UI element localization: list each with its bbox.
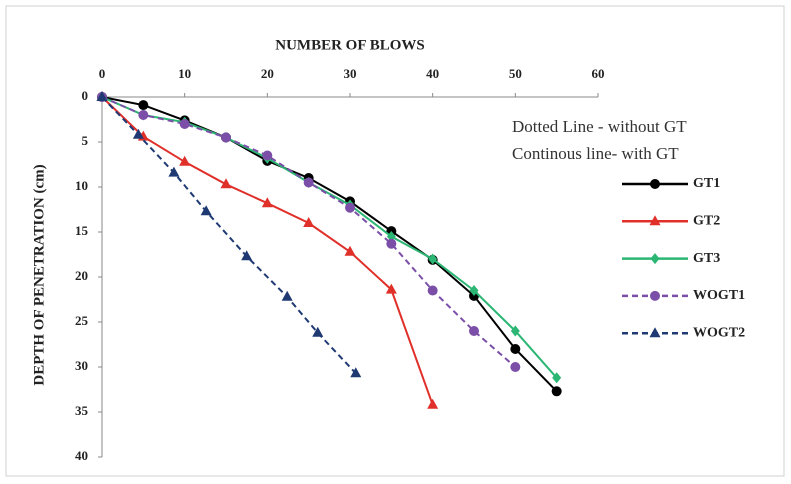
- data-point: [281, 290, 293, 301]
- data-point: [132, 128, 144, 139]
- x-tick-label: 40: [426, 66, 439, 81]
- series-line: [101, 96, 357, 374]
- data-point: [350, 367, 362, 378]
- y-tick-label: 35: [75, 403, 89, 418]
- data-point: [386, 238, 397, 249]
- annotation: Dotted Line - without GT: [512, 117, 687, 136]
- y-tick-label: 20: [75, 268, 88, 283]
- data-point: [312, 326, 324, 337]
- y-tick-label: 0: [82, 88, 89, 103]
- y-tick-label: 30: [75, 358, 88, 373]
- data-point: [428, 253, 438, 265]
- y-tick-label: 5: [82, 133, 89, 148]
- data-point: [510, 362, 521, 372]
- legend-marker: [649, 215, 661, 226]
- data-point: [345, 202, 355, 213]
- data-point: [303, 217, 315, 227]
- x-tick-label: 60: [592, 66, 605, 81]
- data-point: [138, 100, 149, 111]
- data-point: [179, 155, 191, 166]
- data-point: [241, 250, 253, 261]
- data-point: [552, 372, 562, 384]
- data-point: [510, 325, 520, 337]
- series-line: [101, 96, 558, 392]
- legend-marker: [650, 179, 660, 189]
- data-point: [262, 150, 273, 161]
- x-axis-title: NUMBER OF BLOWS: [275, 37, 424, 53]
- legend-label: WOGT2: [693, 325, 745, 340]
- data-point: [344, 245, 356, 256]
- data-point: [138, 110, 149, 120]
- data-point: [200, 205, 212, 216]
- y-tick-label: 10: [75, 178, 88, 193]
- y-tick-label: 25: [75, 313, 89, 328]
- data-point: [220, 178, 232, 189]
- legend-marker: [649, 327, 661, 338]
- legend-label: GT3: [693, 251, 720, 266]
- legend-marker: [650, 253, 660, 265]
- data-point: [469, 326, 479, 336]
- x-tick-label: 50: [509, 66, 522, 81]
- series-line: [101, 96, 558, 379]
- legend-label: GT1: [693, 176, 720, 191]
- data-point: [96, 91, 108, 101]
- data-point: [551, 386, 562, 397]
- data-point: [303, 177, 314, 188]
- y-axis-title: DEPTH OF PENETRATION (cm): [31, 164, 47, 385]
- data-point: [510, 344, 521, 354]
- data-point: [427, 285, 438, 296]
- legend-marker: [650, 290, 660, 301]
- data-point: [385, 283, 397, 294]
- y-tick-label: 15: [75, 223, 89, 238]
- legend-label: WOGT1: [693, 288, 745, 303]
- data-point: [469, 285, 479, 296]
- legend-label: GT2: [693, 214, 720, 229]
- x-tick-label: 10: [178, 66, 191, 81]
- data-point: [179, 119, 190, 129]
- y-tick-label: 40: [75, 448, 88, 463]
- x-tick-label: 0: [99, 66, 106, 81]
- x-tick-label: 20: [261, 66, 274, 81]
- data-point: [427, 398, 439, 409]
- data-point: [221, 132, 231, 143]
- data-point: [168, 166, 180, 177]
- annotation: Continous line- with GT: [512, 144, 679, 163]
- x-tick-label: 30: [344, 66, 357, 81]
- data-point: [261, 197, 273, 208]
